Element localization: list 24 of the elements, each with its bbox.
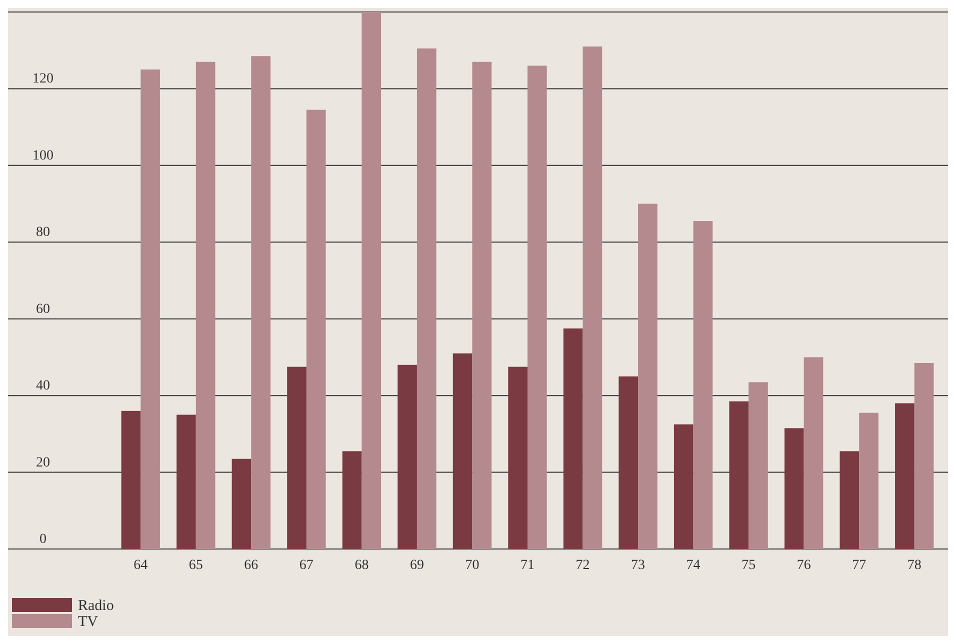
y-tick-label: 0 <box>40 532 46 547</box>
x-tick-label: 66 <box>244 558 258 573</box>
x-tick-label: 65 <box>188 558 203 573</box>
x-tick-label: 73 <box>631 558 646 573</box>
x-tick-label: 67 <box>299 558 314 573</box>
x-tick-label: 75 <box>742 558 756 573</box>
legend-label: Radio <box>78 598 114 614</box>
x-tick-label: 78 <box>907 558 922 573</box>
y-tick-label: 20 <box>36 455 50 470</box>
x-tick-label: 77 <box>852 558 866 573</box>
x-tick-label: 70 <box>465 558 480 573</box>
x-tick-label: 71 <box>520 558 534 573</box>
x-tick-label: 76 <box>796 558 811 573</box>
x-tick-label: 74 <box>686 558 700 573</box>
y-tick-label: 40 <box>36 378 50 394</box>
y-tick-label: 80 <box>36 225 50 240</box>
y-tick-label: 120 <box>32 72 54 87</box>
y-tick-label: 100 <box>32 148 54 164</box>
x-tick-label: 72 <box>576 558 590 573</box>
x-tick-label: 69 <box>410 558 424 573</box>
x-tick-label: 68 <box>354 558 369 573</box>
legend-label: TV <box>78 614 98 630</box>
x-tick-label: 64 <box>134 558 148 573</box>
y-tick-label: 60 <box>36 302 50 317</box>
